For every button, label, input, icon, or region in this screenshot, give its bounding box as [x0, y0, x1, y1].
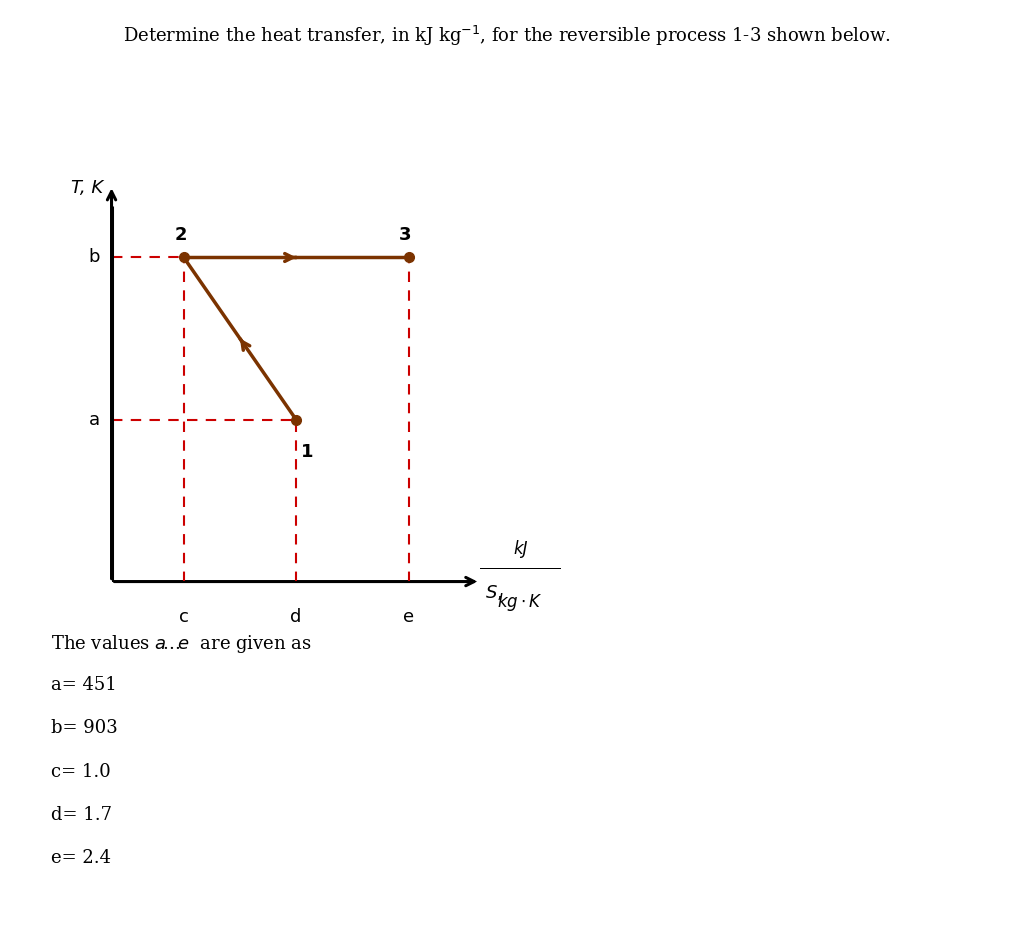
Text: $kg \cdot K$: $kg \cdot K$: [498, 591, 544, 613]
Text: kJ: kJ: [513, 540, 527, 558]
Text: d: d: [290, 609, 302, 627]
Text: The values $a\!$...$\!e$  are given as: The values $a\!$...$\!e$ are given as: [51, 633, 311, 655]
Text: c: c: [178, 609, 189, 627]
Text: a= 451: a= 451: [51, 676, 117, 694]
Text: 2: 2: [174, 226, 187, 244]
Text: 3: 3: [400, 226, 412, 244]
Text: T, K: T, K: [71, 179, 103, 197]
Text: b= 903: b= 903: [51, 719, 118, 737]
Text: c= 1.0: c= 1.0: [51, 763, 111, 780]
Text: d= 1.7: d= 1.7: [51, 806, 112, 824]
Text: e= 2.4: e= 2.4: [51, 849, 111, 867]
Text: b: b: [89, 249, 100, 266]
Text: Determine the heat transfer, in kJ kg$^{-1}$, for the reversible process 1-3 sho: Determine the heat transfer, in kJ kg$^{…: [123, 23, 891, 48]
Text: $S,$: $S,$: [485, 582, 503, 602]
Text: e: e: [403, 609, 414, 627]
Text: a: a: [89, 411, 100, 429]
Text: 1: 1: [301, 443, 313, 461]
